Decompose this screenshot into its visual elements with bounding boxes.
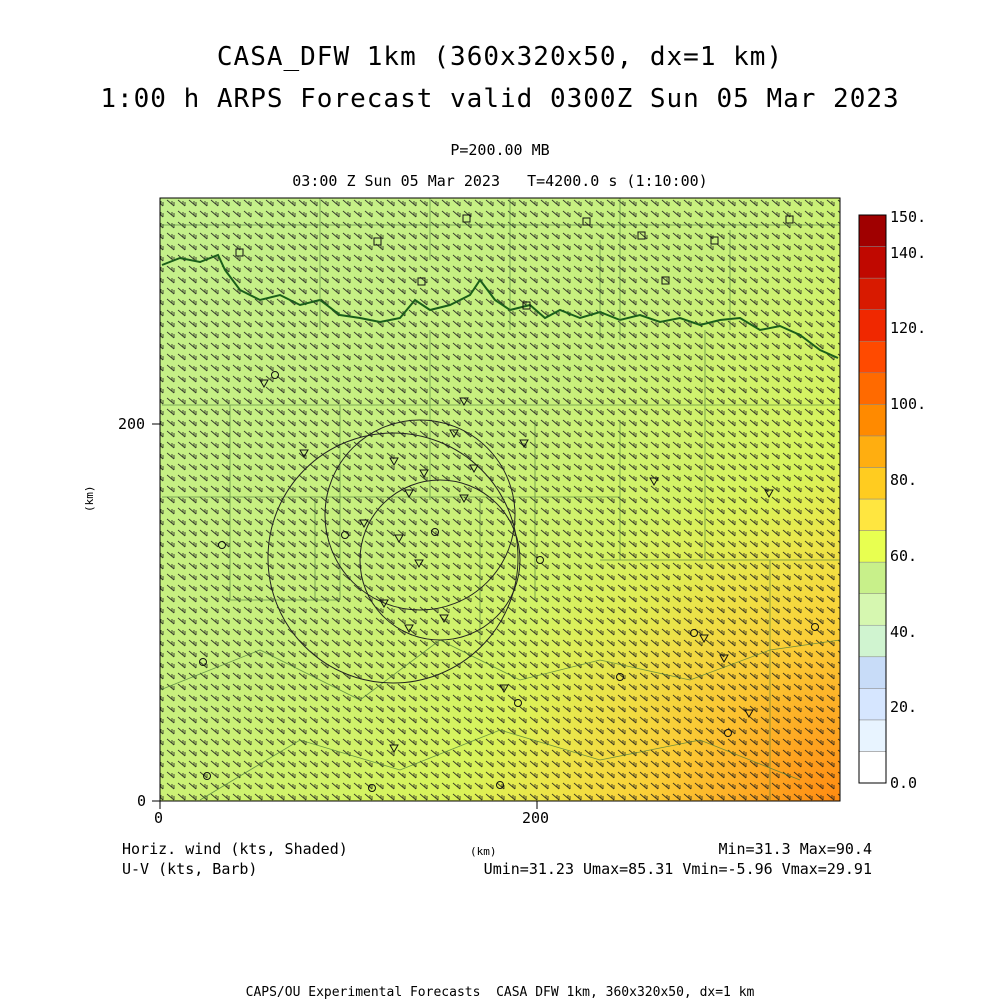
colorbar: 150. 140. 120. 100. 80. 60. 40. 20. 0.0: [858, 208, 926, 792]
x-tick-200: 200: [522, 809, 549, 827]
uv-range-values: Umin=31.23 Umax=85.31 Vmin=-5.96 Vmax=29…: [483, 860, 872, 878]
colorbar-segment: [858, 624, 887, 658]
colorbar-label: 0.0: [890, 774, 917, 792]
colorbar-label: 60.: [890, 547, 917, 565]
x-tick-0: 0: [154, 809, 163, 827]
axis-ticks: [152, 423, 538, 809]
colorbar-label: 20.: [890, 698, 917, 716]
y-tick-0: 0: [137, 792, 146, 810]
plot-subtitle: 1:00 h ARPS Forecast valid 0300Z Sun 05 …: [100, 84, 900, 114]
pressure-level: P=200.00 MB: [450, 141, 550, 159]
colorbar-segment: [858, 340, 887, 374]
colorbar-segment: [858, 372, 887, 405]
colorbar-label: 40.: [890, 623, 917, 641]
colorbar-segment: [858, 656, 887, 689]
vector-label: U-V (kts, Barb): [122, 860, 258, 878]
colorbar-label: 150.: [890, 208, 926, 226]
valid-time: 03:00 Z Sun 05 Mar 2023 T=4200.0 s (1:10…: [292, 172, 708, 190]
colorbar-label: 120.: [890, 319, 926, 337]
min-max-values: Min=31.3 Max=90.4: [718, 840, 872, 858]
colorbar-segment: [858, 530, 887, 563]
colorbar-label: 100.: [890, 395, 926, 413]
plot-title: CASA_DFW 1km (360x320x50, dx=1 km): [216, 42, 784, 72]
colorbar-segment: [858, 214, 887, 247]
wind-barbs: [160, 198, 840, 801]
colorbar-segment: [858, 404, 887, 437]
colorbar-segment: [858, 688, 887, 721]
colorbar-segment: [858, 309, 887, 342]
plot-frame: [159, 197, 841, 802]
radar-range-rings: [267, 419, 521, 684]
y-axis-unit: (km): [83, 486, 96, 513]
colorbar-label: 80.: [890, 471, 917, 489]
state-border: [161, 253, 839, 359]
x-axis-unit: (km): [470, 845, 497, 858]
colorbar-segment: [858, 277, 887, 310]
colorbar-segment: [858, 593, 887, 626]
station-markers: [199, 214, 819, 792]
field-label: Horiz. wind (kts, Shaded): [122, 840, 348, 858]
colorbar-segment: [858, 751, 887, 784]
credit-line: CAPS/OU Experimental Forecasts CASA DFW …: [245, 985, 755, 1000]
colorbar-segment: [858, 467, 887, 500]
colorbar-segment: [858, 719, 887, 752]
colorbar-label: 140.: [890, 244, 926, 262]
colorbar-segment: [858, 435, 887, 468]
colorbar-segment: [858, 246, 887, 279]
y-tick-200: 200: [118, 415, 145, 433]
colorbar-frame: [858, 214, 887, 784]
colorbar-segment: [858, 561, 887, 594]
colorbar-segment: [858, 498, 887, 531]
